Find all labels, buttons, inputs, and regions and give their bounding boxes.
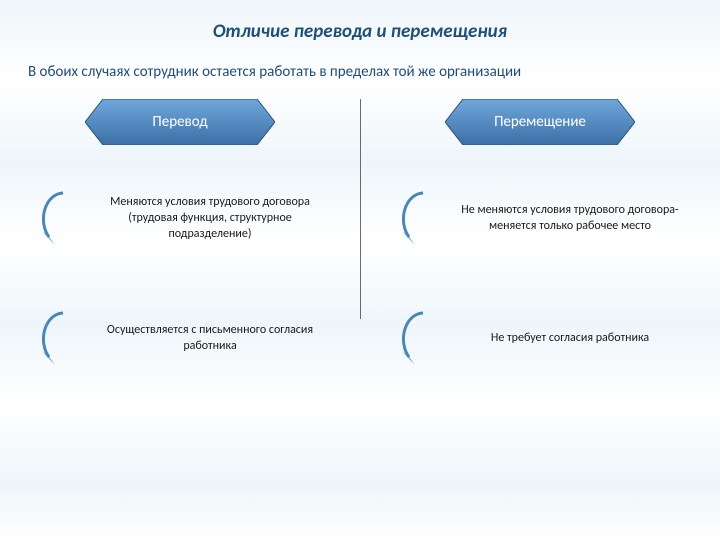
left-item-2: Осуществляется с письменного согласия ра… (0, 283, 360, 393)
right-header-hexagon: Перемещение (445, 99, 635, 145)
curved-arrow-icon (30, 185, 80, 251)
right-item-2-text: Не требует согласия работника (440, 330, 700, 346)
right-item-2: Не требует согласия работника (360, 283, 720, 393)
right-column: Перемещение Не меняются условия трудовог… (360, 99, 720, 499)
curved-arrow-icon (390, 305, 440, 371)
left-column: Перевод Меняются условия трудового догов… (0, 99, 360, 499)
columns: Перевод Меняются условия трудового догов… (0, 99, 720, 499)
curved-arrow-icon (390, 185, 440, 251)
left-item-1-text: Меняются условия трудового договора (тру… (80, 194, 340, 243)
curved-arrow-icon (30, 305, 80, 371)
left-item-1: Меняются условия трудового договора (тру… (0, 163, 360, 273)
right-header-label: Перемещение (445, 99, 635, 145)
right-item-1: Не меняются условия трудового договора- … (360, 163, 720, 273)
page-subtitle: В обоих случаях сотрудник остается работ… (0, 43, 720, 81)
right-item-1-text: Не меняются условия трудового договора- … (440, 202, 700, 234)
left-header-hexagon: Перевод (85, 99, 275, 145)
left-header-label: Перевод (85, 99, 275, 145)
left-item-2-text: Осуществляется с письменного согласия ра… (80, 322, 340, 354)
page-title: Отличие перевода и перемещения (0, 0, 720, 43)
